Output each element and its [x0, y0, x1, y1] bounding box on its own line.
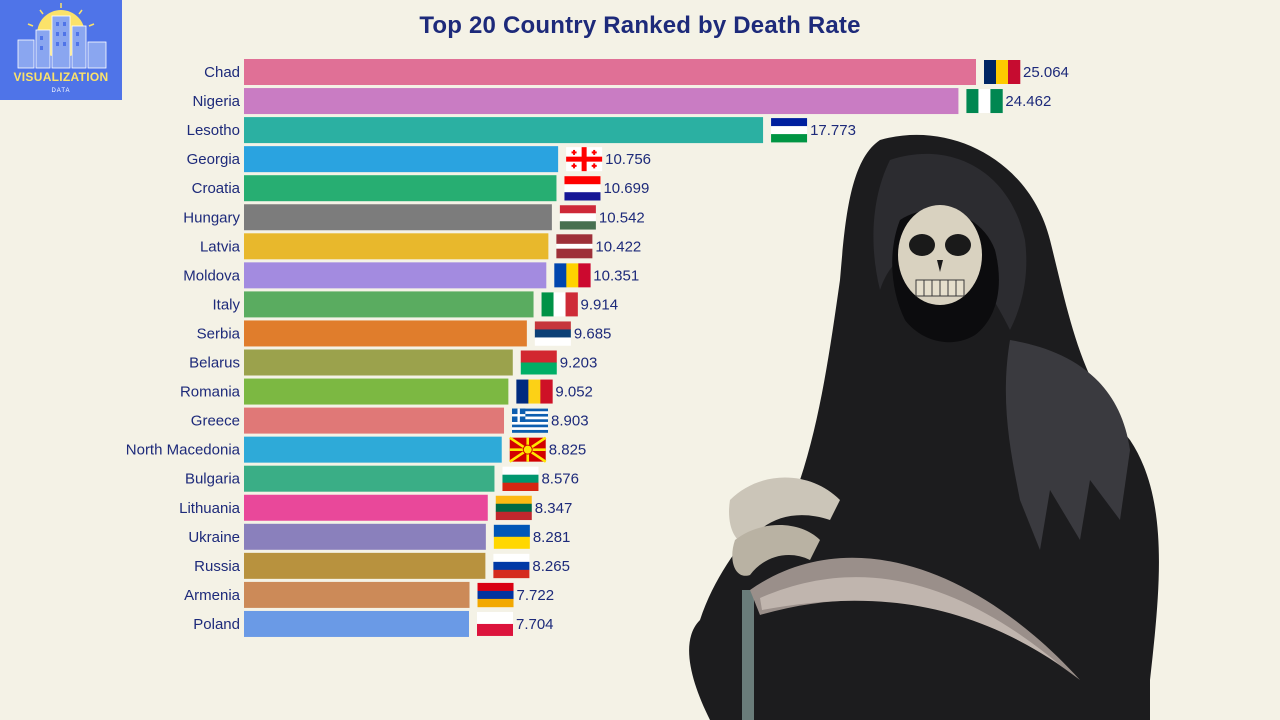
category-label: Latvia	[200, 238, 241, 255]
bar-lesotho	[244, 117, 764, 144]
flag-icon	[493, 524, 530, 549]
flag-icon	[566, 147, 603, 172]
bar-georgia	[244, 146, 559, 173]
bar-latvia	[244, 233, 549, 260]
bar-chad	[244, 59, 976, 85]
category-label: Croatia	[192, 180, 241, 197]
category-label: Ukraine	[188, 529, 240, 546]
value-label: 10.542	[599, 209, 645, 226]
value-label: 10.422	[595, 238, 641, 255]
value-label: 7.722	[517, 587, 555, 604]
value-label: 24.462	[1005, 93, 1051, 110]
category-label: Serbia	[197, 325, 241, 342]
flag-icon	[502, 466, 539, 491]
bar-moldova	[244, 262, 547, 289]
value-label: 8.576	[541, 471, 579, 488]
value-label: 8.265	[532, 558, 570, 575]
value-label: 9.685	[574, 325, 612, 342]
category-label: Lithuania	[179, 500, 241, 517]
category-label: Greece	[191, 413, 240, 430]
value-label: 25.064	[1023, 64, 1069, 81]
flag-icon	[966, 89, 1003, 114]
bar-ukraine	[244, 523, 486, 550]
bar-nigeria	[244, 88, 959, 115]
category-label: Romania	[180, 384, 241, 401]
flag-icon	[559, 205, 596, 230]
value-label: 9.914	[581, 296, 619, 313]
bar-romania	[244, 378, 509, 405]
value-label: 7.704	[516, 616, 554, 633]
flag-icon	[495, 495, 532, 521]
category-label: Georgia	[187, 151, 241, 168]
bar-greece	[244, 407, 505, 434]
category-label: Moldova	[183, 267, 240, 284]
value-label: 8.903	[551, 413, 589, 430]
category-label: Italy	[212, 296, 240, 313]
category-label: Chad	[204, 64, 240, 81]
flag-icon	[476, 611, 513, 636]
value-label: 10.699	[603, 180, 649, 197]
bar-bulgaria	[244, 465, 495, 492]
grim-reaper-illustration	[689, 134, 1159, 720]
value-label: 8.825	[549, 442, 587, 459]
bar-lithuania	[244, 494, 488, 521]
logo: VISUALIZATION DATA	[0, 0, 122, 100]
logo-text: VISUALIZATION	[13, 70, 109, 84]
value-label: 10.351	[593, 267, 639, 284]
bar-belarus	[244, 349, 513, 376]
flag-icon	[984, 60, 1021, 84]
bar-north-macedonia	[244, 436, 502, 463]
flag-icon	[516, 379, 553, 404]
flag-icon	[534, 321, 571, 346]
bar-russia	[244, 552, 486, 579]
value-label: 10.756	[605, 151, 651, 168]
bar-hungary	[244, 204, 552, 231]
flag-icon	[477, 582, 514, 608]
bar-armenia	[244, 581, 470, 608]
category-label: Hungary	[183, 209, 240, 226]
value-label: 9.052	[555, 384, 593, 401]
category-label: Belarus	[189, 355, 240, 372]
category-label: Russia	[194, 558, 241, 575]
bar-poland	[244, 610, 469, 637]
flag-icon	[493, 553, 530, 579]
category-label: Nigeria	[192, 93, 240, 110]
flag-icon	[509, 436, 547, 463]
category-label: Poland	[193, 616, 240, 633]
category-label: North Macedonia	[126, 442, 241, 459]
logo-subtext: DATA	[51, 88, 71, 94]
flag-icon	[564, 176, 601, 201]
value-label: 9.203	[560, 355, 598, 372]
flag-icon	[541, 292, 578, 317]
bar-serbia	[244, 320, 527, 347]
category-label: Lesotho	[187, 122, 240, 139]
category-label: Armenia	[184, 587, 241, 604]
bar-italy	[244, 291, 534, 318]
city-icon	[17, 3, 107, 69]
bar-croatia	[244, 175, 557, 202]
category-label: Bulgaria	[185, 471, 241, 488]
flag-icon	[771, 118, 808, 143]
chart-title: Top 20 Country Ranked by Death Rate	[419, 12, 861, 39]
flag-icon	[554, 263, 591, 288]
value-label: 8.347	[535, 500, 573, 517]
value-label: 8.281	[533, 529, 571, 546]
flag-icon	[520, 350, 557, 375]
flag-icon	[512, 408, 549, 433]
flag-icon	[556, 234, 593, 259]
value-label: 17.773	[810, 122, 856, 139]
